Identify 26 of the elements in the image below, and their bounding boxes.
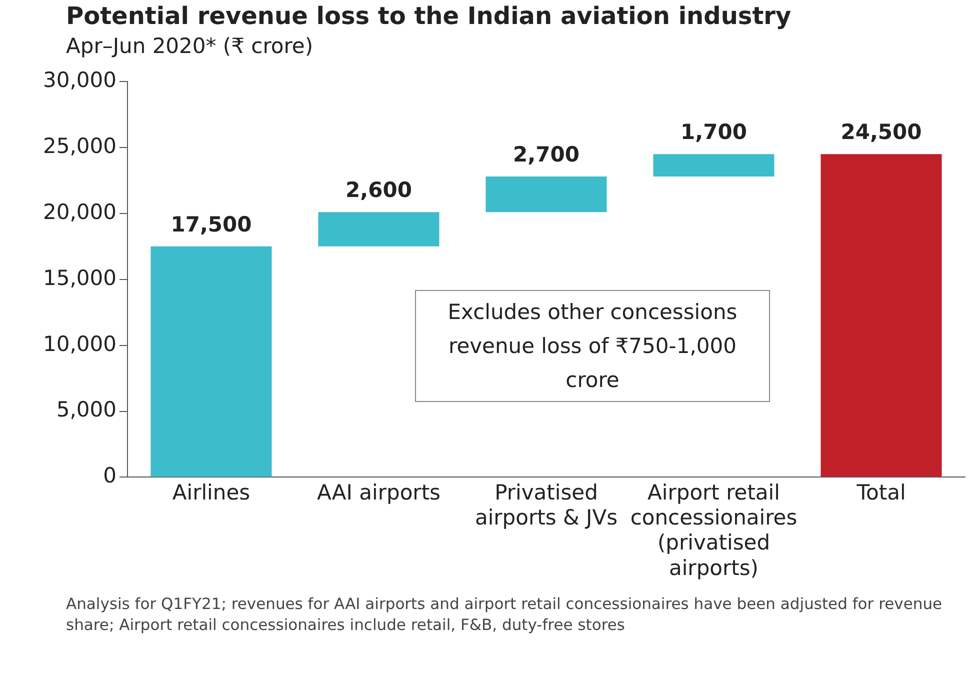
- bar: [150, 246, 272, 477]
- bar: [486, 176, 607, 212]
- data-label: 1,700: [680, 120, 747, 144]
- y-tick-label: 25,000: [42, 134, 116, 158]
- y-tick-label: 0: [103, 464, 116, 488]
- x-tick-label: Airport retail concessionaires (privatised airports): [630, 480, 798, 580]
- bar: [820, 154, 942, 477]
- y-tick-label: 15,000: [42, 266, 116, 290]
- x-tick-label: Airlines: [172, 480, 250, 504]
- y-tick-label: 30,000: [42, 68, 116, 92]
- bar: [318, 212, 440, 246]
- x-tick-label: AAI airports: [316, 480, 440, 504]
- x-tick-label: Total: [856, 480, 906, 504]
- text: Analysis for Q1FY21; revenues for AAI airports and airport retail concessionaires have been adjusted for revenue share; Airport retail concessionaires include retail, F&B, duty-free stores: [66, 594, 944, 636]
- data-label: 17,500: [170, 212, 252, 236]
- bar: [653, 154, 774, 177]
- x-tick-label: Privatised airports & JVs: [474, 480, 618, 530]
- chart-subtitle: Apr–Jun 2020* (₹ crore): [66, 34, 314, 58]
- chart-title: Potential revenue loss to the Indian aviation industry: [66, 2, 792, 30]
- data-label: 2,600: [346, 178, 412, 202]
- y-tick-label: 10,000: [42, 332, 116, 356]
- data-label: 2,700: [513, 142, 580, 166]
- data-label: 24,500: [840, 120, 922, 144]
- y-tick-label: 5,000: [56, 398, 116, 422]
- y-tick-label: 20,000: [42, 200, 116, 224]
- annotation: Excludes other concessions revenue loss of ₹750-1,000 crore: [415, 290, 770, 402]
